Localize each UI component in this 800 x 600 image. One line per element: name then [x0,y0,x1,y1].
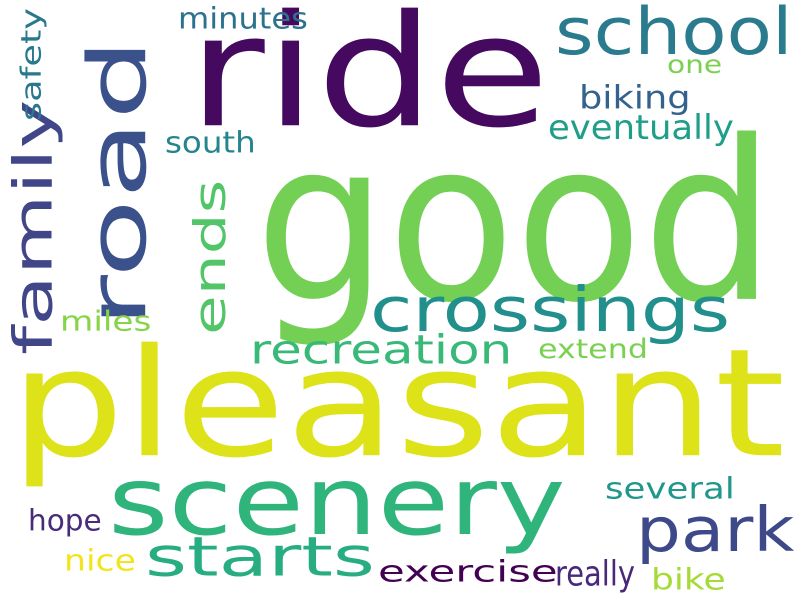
word-scenery: scenery [108,447,566,558]
word-one: one [667,50,723,80]
word-park: park [636,494,795,566]
word-exercise: exercise [378,553,558,589]
word-school: school [555,0,793,70]
word-extend: extend [538,333,648,365]
word-hope: hope [28,502,102,538]
word-minutes: minutes [178,0,308,36]
word-south: south [165,124,256,160]
word-good: good [255,93,775,352]
word-recreation: recreation [250,326,513,374]
word-miles: miles [60,305,152,338]
word-road: road [70,38,165,328]
word-bike: bike [651,561,726,597]
word-really: really [555,553,635,595]
word-ride: ride [188,0,550,162]
word-ends: ends [184,179,236,335]
word-crossings: crossings [370,274,731,346]
word-biking: biking [579,79,691,117]
word-nice: nice [64,542,136,578]
word-several: several [605,470,735,506]
word-eventually: eventually [548,108,734,148]
word-starts: starts [145,525,375,589]
word-family: family [1,99,64,355]
word-pleasant: pleasant [10,317,786,492]
word-safety: safety [15,8,48,121]
